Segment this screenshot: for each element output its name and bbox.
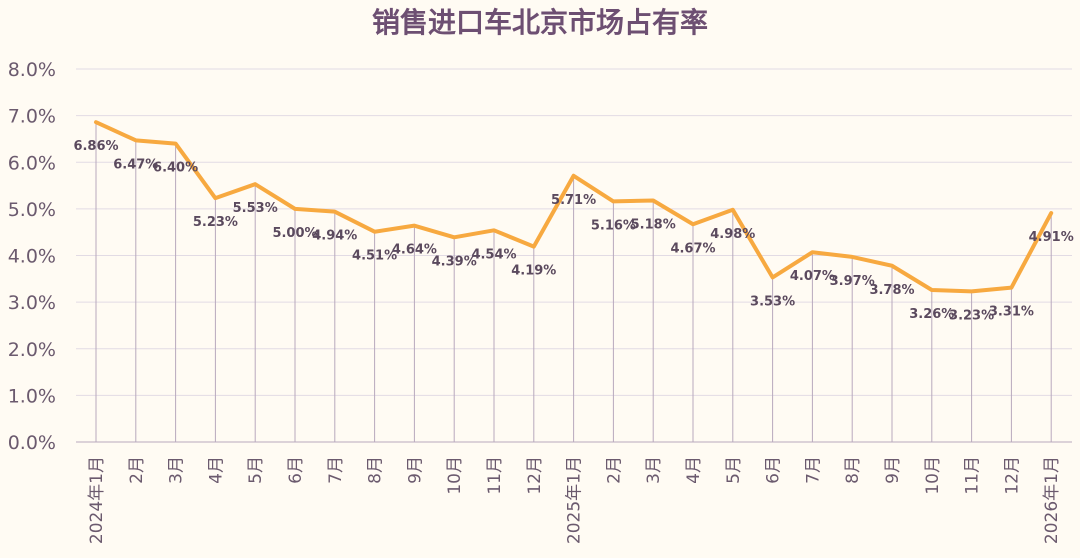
x-tick-label: 2月 bbox=[127, 456, 147, 484]
data-label: 4.98% bbox=[710, 227, 755, 242]
x-tick-label: 10月 bbox=[923, 456, 943, 495]
data-labels: 6.86% 6.47%6.40% 5.23%5.53% 5.00%4.94% 4.51%… bbox=[73, 139, 1073, 323]
x-tick-label: 2026年1月 bbox=[1042, 456, 1062, 544]
data-label: 6.86% bbox=[73, 139, 118, 154]
y-tick-label: 8.0% bbox=[8, 59, 56, 81]
x-tick-label: 6月 bbox=[764, 456, 784, 484]
y-tick-label: 7.0% bbox=[8, 106, 56, 128]
data-label: 4.91% bbox=[1029, 230, 1074, 245]
x-tick-label: 5月 bbox=[724, 456, 744, 484]
x-tick-label: 3月 bbox=[644, 456, 664, 484]
y-axis-ticks: 0.0% 1.0% 2.0% 3.0% 4.0% 5.0% 6.0% 7.0% 8.0% bbox=[8, 59, 56, 454]
data-label: 3.78% bbox=[869, 283, 914, 298]
x-tick-label: 2025年1月 bbox=[565, 456, 585, 544]
x-tick-label: 7月 bbox=[803, 456, 823, 484]
data-label: 6.40% bbox=[153, 161, 198, 176]
y-tick-label: 1.0% bbox=[8, 385, 56, 407]
x-tick-label: 4月 bbox=[206, 456, 226, 484]
data-label: 5.16% bbox=[591, 218, 636, 233]
data-label: 4.19% bbox=[511, 264, 556, 279]
data-label: 4.51% bbox=[352, 249, 397, 264]
data-label: 4.64% bbox=[392, 243, 437, 258]
data-label: 5.18% bbox=[631, 217, 676, 232]
x-tick-label: 10月 bbox=[445, 456, 465, 495]
data-label: 6.47% bbox=[113, 157, 158, 172]
x-tick-label: 2024年1月 bbox=[87, 456, 107, 544]
y-tick-label: 3.0% bbox=[8, 292, 56, 314]
data-label: 4.94% bbox=[312, 229, 357, 244]
x-tick-label: 11月 bbox=[963, 456, 983, 495]
data-label: 4.39% bbox=[432, 254, 477, 269]
y-tick-label: 0.0% bbox=[8, 432, 56, 454]
x-tick-label: 3月 bbox=[167, 456, 187, 484]
y-tick-label: 6.0% bbox=[8, 152, 56, 174]
data-label: 3.31% bbox=[989, 305, 1034, 320]
x-tick-label: 12月 bbox=[525, 456, 545, 495]
x-tick-label: 5月 bbox=[246, 456, 266, 484]
data-label: 3.53% bbox=[750, 294, 795, 309]
data-label: 3.23% bbox=[949, 308, 994, 323]
data-label: 3.26% bbox=[909, 307, 954, 322]
x-tick-label: 9月 bbox=[883, 456, 903, 484]
x-tick-label: 6月 bbox=[286, 456, 306, 484]
data-label: 5.23% bbox=[193, 215, 238, 230]
drop-lines bbox=[95, 122, 1052, 442]
x-tick-label: 4月 bbox=[684, 456, 704, 484]
x-tick-label: 7月 bbox=[326, 456, 346, 484]
series-layer bbox=[94, 120, 1054, 294]
data-label: 5.71% bbox=[551, 193, 596, 208]
x-tick-label: 2月 bbox=[604, 456, 624, 484]
data-label: 5.53% bbox=[233, 201, 278, 216]
y-tick-label: 4.0% bbox=[8, 246, 56, 268]
x-tick-label: 9月 bbox=[405, 456, 425, 484]
x-tick-label: 8月 bbox=[366, 456, 386, 484]
x-axis-ticks: 2024年1月 2月 3月 4月 5月 6月 7月 8月 9月 10月 11月 12月 2025年1月 2… bbox=[87, 456, 1062, 544]
data-label: 4.67% bbox=[670, 241, 715, 256]
x-tick-label: 12月 bbox=[1002, 456, 1022, 495]
x-tick-label: 11月 bbox=[485, 456, 505, 495]
y-tick-label: 2.0% bbox=[8, 339, 56, 361]
data-label: 5.00% bbox=[272, 226, 317, 241]
data-label: 4.07% bbox=[790, 269, 835, 284]
chart-title: 销售进口车北京市场占有率 bbox=[372, 6, 708, 39]
data-label: 4.54% bbox=[471, 247, 516, 262]
x-tick-label: 8月 bbox=[843, 456, 863, 484]
y-tick-label: 5.0% bbox=[8, 199, 56, 221]
series-line bbox=[94, 120, 1054, 294]
data-label: 3.97% bbox=[830, 274, 875, 289]
